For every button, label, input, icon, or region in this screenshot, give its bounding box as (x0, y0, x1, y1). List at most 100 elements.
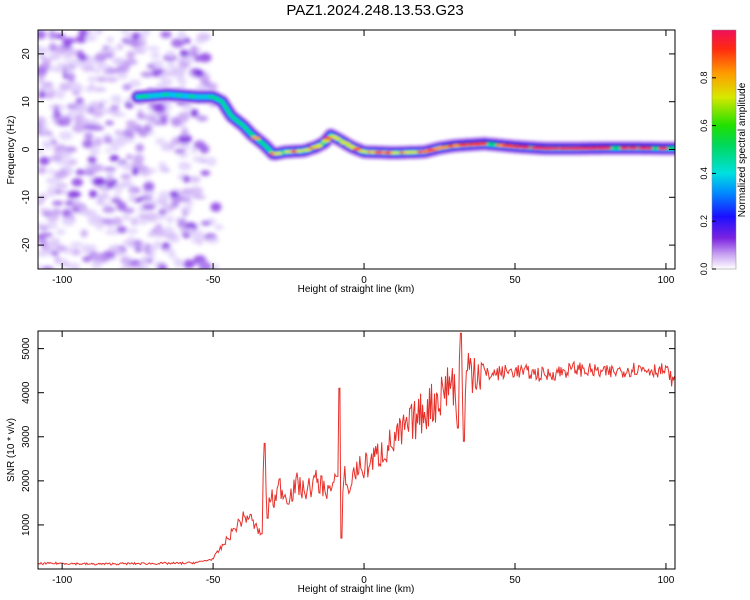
noise-blob (38, 47, 46, 55)
colorbar: 0.0 0.2 0.4 0.6 0.8 Normalized spectral ampl… (699, 29, 748, 275)
noise-blob (66, 103, 76, 110)
noise-blob (42, 86, 50, 91)
noise-blob (97, 193, 111, 200)
noise-blob (105, 77, 118, 83)
noise-blob (192, 156, 206, 163)
noise-blob (62, 208, 72, 219)
y-tick-label: 1000 (21, 513, 32, 536)
noise-blob (105, 120, 114, 126)
noise-blob (124, 58, 137, 65)
noise-blob (72, 123, 85, 133)
noise-blob (102, 206, 116, 213)
noise-blob (45, 91, 55, 99)
ridge-hot (392, 151, 400, 155)
noise-blob (200, 170, 211, 176)
noise-blob (114, 129, 122, 135)
ridge-hot (334, 137, 342, 141)
noise-blob (65, 65, 73, 76)
x-tick-label: 0 (361, 275, 367, 286)
noise-blob (95, 221, 105, 231)
noise-blob (143, 30, 151, 36)
noise-blob (168, 249, 175, 255)
ridge-hot (458, 143, 470, 147)
ridge-hot (283, 150, 291, 154)
noise-blob (147, 168, 157, 174)
noise-blob (177, 218, 188, 229)
noise-blob (70, 201, 81, 210)
noise-blob (68, 58, 81, 67)
noise-blob (54, 257, 68, 265)
noise-blob (38, 116, 46, 125)
noise-blob (71, 178, 84, 187)
noise-blob (159, 72, 167, 80)
x-tick-label: -50 (206, 575, 221, 586)
noise-blob (67, 190, 81, 199)
noise-blob (104, 136, 112, 142)
noise-blob (38, 239, 46, 244)
x-tick-label: -50 (206, 275, 221, 286)
noise-blob (109, 154, 120, 162)
ridge-hot (250, 136, 262, 140)
noise-blob (205, 237, 220, 244)
noise-blob (121, 180, 134, 188)
noise-blob (166, 214, 174, 225)
noise-blob (137, 107, 144, 114)
noise-blob (71, 206, 80, 213)
noise-blob (41, 58, 52, 65)
y-tick-label: 20 (21, 48, 32, 60)
noise-blob (147, 120, 156, 128)
noise-blob (61, 216, 76, 227)
noise-blob (168, 253, 177, 259)
noise-blob (84, 132, 94, 141)
noise-blob (54, 90, 66, 99)
noise-blob (142, 204, 156, 210)
noise-blob (55, 44, 67, 55)
noise-blob (150, 51, 161, 59)
noise-blob (55, 150, 70, 158)
noise-blob (148, 110, 156, 118)
noise-blob (131, 32, 141, 40)
ridge-hot (182, 93, 189, 98)
noise-blob (182, 259, 195, 269)
noise-blob (87, 156, 97, 164)
colorbar-ticks: 0.0 0.2 0.4 0.6 0.8 (699, 72, 716, 275)
noise-blob (48, 104, 56, 110)
noise-blob (75, 169, 86, 176)
ridge-hot (321, 139, 331, 143)
noise-blob (50, 250, 59, 256)
noise-blob (122, 213, 132, 221)
noise-blob (80, 229, 88, 238)
noise-blob (126, 123, 137, 132)
noise-blob (164, 226, 172, 232)
colorbar-gradient (712, 30, 736, 269)
noise-blob (48, 65, 62, 72)
noise-blob (156, 213, 167, 221)
spectrogram-frame (37, 29, 676, 270)
noise-blob (39, 232, 54, 238)
noise-blob (93, 254, 102, 263)
noise-blob (48, 30, 57, 40)
noise-blob (135, 143, 145, 153)
noise-blob (58, 103, 65, 112)
noise-blob (100, 218, 115, 225)
noise-blob (38, 148, 44, 155)
noise-blob (170, 202, 179, 209)
ridge-hot (600, 146, 612, 150)
noise-blob (98, 62, 110, 71)
noise-blob (183, 38, 191, 44)
noise-blob (181, 127, 189, 137)
noise-blob (95, 76, 108, 83)
noise-blob (39, 126, 50, 135)
ridge-hot (438, 145, 450, 149)
noise-blob (178, 162, 192, 171)
noise-blob (49, 88, 57, 94)
noise-blob (196, 115, 209, 122)
noise-blob (61, 115, 72, 124)
noise-blob (81, 65, 96, 72)
noise-blob (177, 112, 190, 122)
noise-blob (123, 162, 134, 172)
noise-blob (48, 43, 57, 52)
noise-blob (112, 58, 124, 65)
x-tick-label: 50 (509, 275, 521, 286)
noise-blob (116, 201, 127, 212)
